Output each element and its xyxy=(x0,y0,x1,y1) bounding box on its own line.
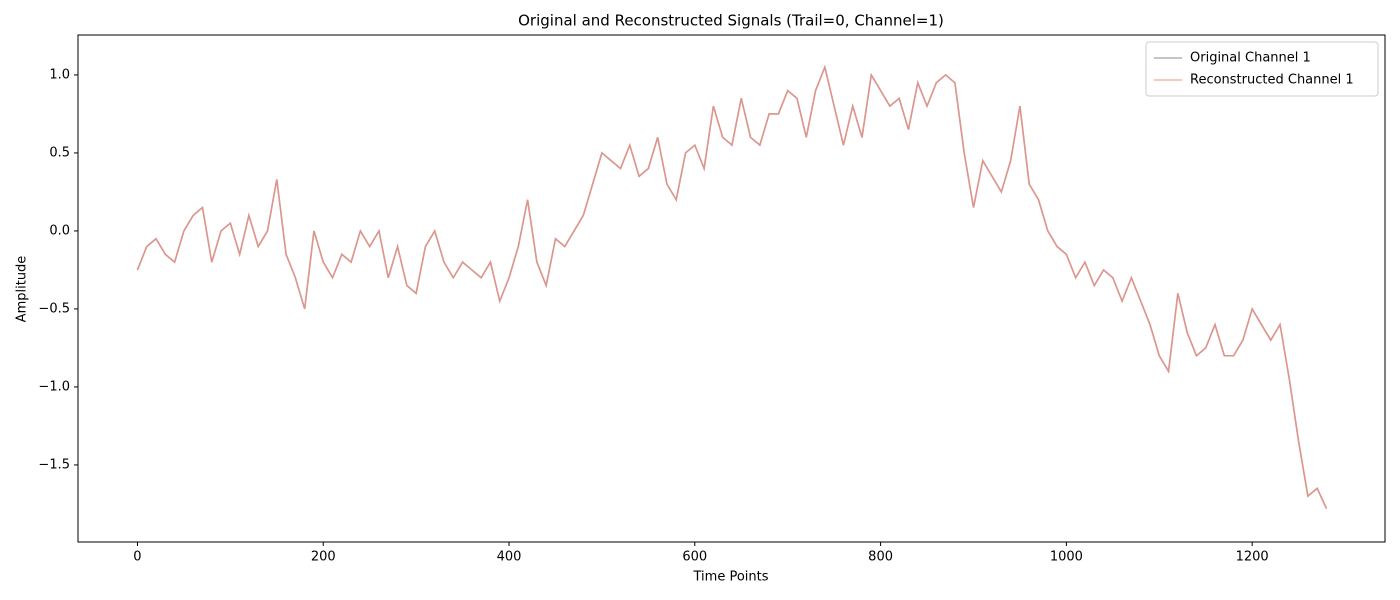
series-line xyxy=(136,64,1328,509)
x-tick-label: 1000 xyxy=(1050,550,1083,565)
chart-title: Original and Reconstructed Signals (Trai… xyxy=(518,12,944,30)
x-tick-label: 800 xyxy=(868,550,893,565)
plot-frame xyxy=(77,34,1386,543)
series-line xyxy=(136,64,1328,509)
x-tick-label: 400 xyxy=(497,550,522,565)
y-tick-label: 0.5 xyxy=(49,145,70,160)
y-tick-label: −1.5 xyxy=(38,457,70,472)
x-tick-label: 1200 xyxy=(1236,550,1269,565)
legend-box xyxy=(1145,41,1379,97)
y-tick-label: −1.0 xyxy=(38,379,70,394)
x-tick-label: 200 xyxy=(311,550,336,565)
y-tick-label: 1.0 xyxy=(49,67,70,82)
y-tick-label: −0.5 xyxy=(38,301,70,316)
legend-label: Original Channel 1 xyxy=(1190,51,1311,66)
y-axis-label: Amplitude xyxy=(15,256,30,323)
x-axis-label: Time Points xyxy=(693,570,769,585)
x-tick-label: 0 xyxy=(133,550,141,565)
x-tick-label: 600 xyxy=(682,550,707,565)
y-tick-label: 0.0 xyxy=(49,223,70,238)
legend-label: Reconstructed Channel 1 xyxy=(1190,73,1354,88)
